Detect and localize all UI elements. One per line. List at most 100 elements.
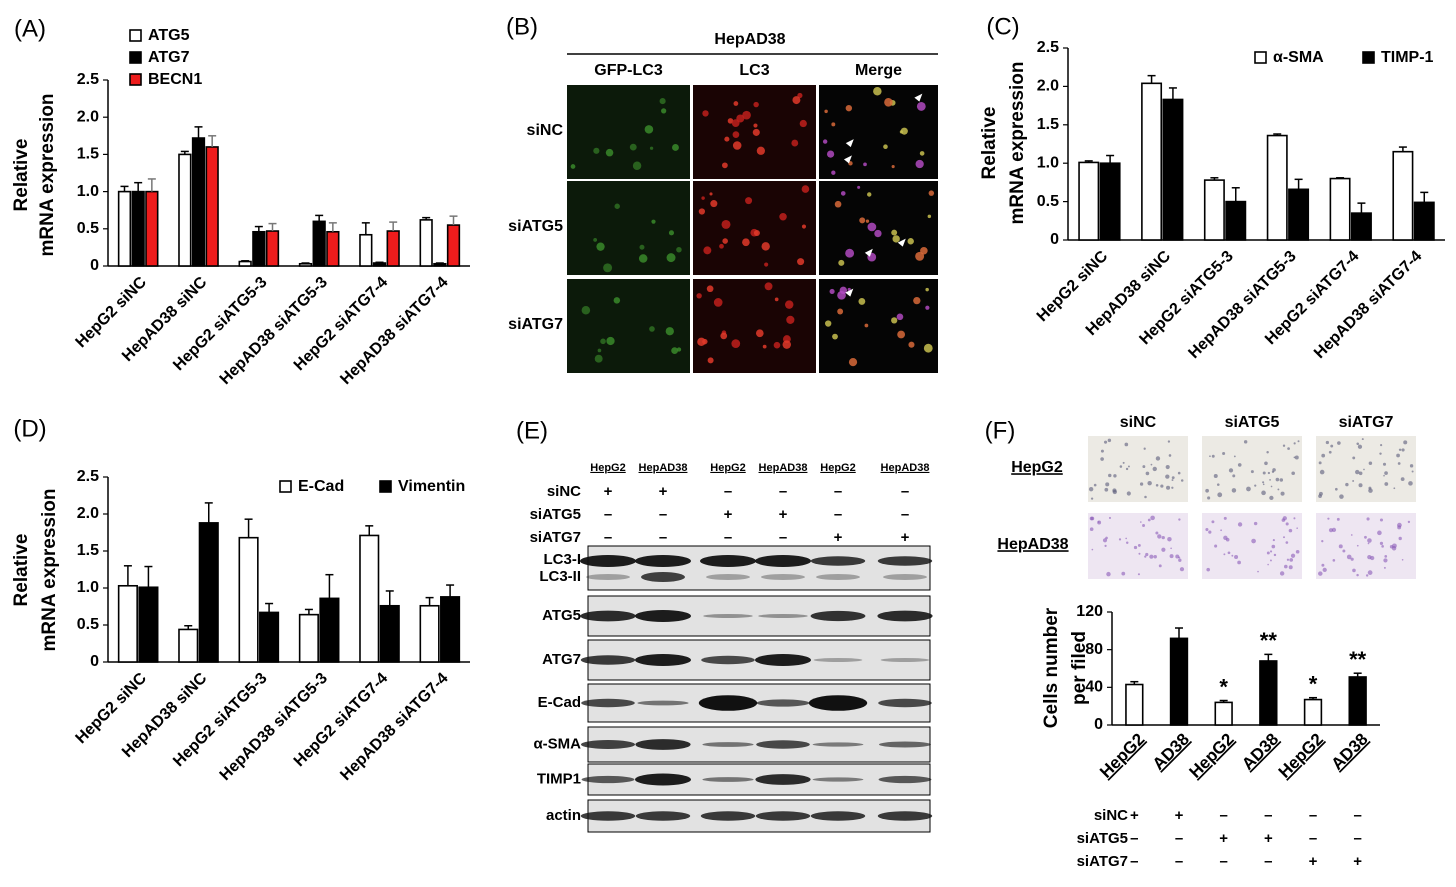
cell (1214, 544, 1218, 548)
bar (319, 597, 340, 663)
cell (727, 118, 734, 124)
cell (698, 208, 706, 215)
cell (839, 286, 847, 295)
cell (915, 251, 925, 261)
cell (1231, 554, 1234, 557)
cell (597, 348, 602, 353)
cell (1125, 537, 1128, 540)
cell (1089, 527, 1094, 531)
bar (178, 153, 192, 267)
arrowhead (864, 248, 873, 257)
cell (761, 242, 770, 251)
cell (1383, 566, 1386, 569)
cell (1139, 521, 1142, 523)
treatment-mark: – (1309, 807, 1317, 824)
cell (696, 293, 702, 299)
cell (1155, 484, 1159, 487)
bar (446, 224, 461, 267)
y-tick-label: 1.0 (77, 579, 99, 596)
cell (925, 305, 930, 310)
blot-label: E-Cad (538, 694, 581, 711)
y-axis-label: Relative (979, 107, 1000, 180)
error-bar (301, 262, 310, 264)
treatment-mark: – (1175, 830, 1183, 847)
cell (1223, 553, 1226, 556)
error-bar (254, 225, 263, 232)
cell (786, 315, 795, 324)
row-label: siATG7 (508, 316, 563, 333)
cell (1222, 452, 1226, 456)
band (581, 698, 635, 708)
cell (896, 313, 904, 321)
cell (756, 146, 766, 155)
cell (764, 262, 769, 267)
significance: * (1219, 674, 1228, 699)
band (880, 658, 930, 662)
treatment-mark: + (1309, 853, 1318, 870)
cell (1178, 558, 1182, 562)
cell (1262, 471, 1266, 475)
cell (785, 300, 794, 309)
error-bar (422, 216, 431, 220)
bar (326, 230, 340, 267)
cell (916, 102, 926, 111)
error-bar (1219, 699, 1228, 703)
cell (1165, 464, 1170, 470)
error-bar (1130, 680, 1139, 685)
cell (753, 101, 759, 108)
cell (1228, 468, 1234, 473)
error-bar (123, 565, 132, 586)
micrograph (567, 85, 690, 179)
band (756, 740, 810, 749)
cell (629, 143, 637, 151)
cell (742, 238, 750, 247)
cell (732, 131, 740, 138)
cell (1213, 474, 1218, 479)
cell (915, 159, 924, 169)
cell (774, 297, 779, 302)
treatment-mark: – (1353, 807, 1361, 824)
y-tick-label: 1.5 (77, 542, 99, 559)
band (703, 614, 753, 618)
legend-swatch (1254, 51, 1267, 64)
treatment-mark: + (1264, 830, 1273, 847)
cell (1384, 482, 1389, 486)
cell (892, 235, 900, 243)
error-bar (1398, 146, 1407, 152)
cell (801, 224, 807, 229)
cell (1168, 454, 1172, 457)
cell (594, 354, 603, 363)
band (698, 695, 758, 711)
cell (649, 146, 654, 150)
legend-label: BECN1 (148, 71, 202, 88)
cell (1287, 447, 1290, 450)
legend-swatch (129, 51, 142, 64)
bar (145, 190, 159, 267)
cell (891, 229, 898, 236)
y-tick-label: 0 (1094, 716, 1103, 733)
cell (1363, 468, 1365, 471)
cell (1097, 521, 1100, 523)
cell (1293, 517, 1296, 520)
cell (1281, 518, 1286, 522)
band (813, 658, 863, 662)
cell (1209, 455, 1211, 458)
x-tick-label: HepAD38 siATG5-3 (217, 670, 331, 784)
cell (1102, 538, 1108, 543)
cell (703, 246, 712, 255)
cell (1279, 478, 1284, 482)
cell (1237, 522, 1243, 527)
cell (649, 326, 655, 332)
cell (1384, 555, 1388, 558)
cell (1171, 476, 1175, 480)
cell (1383, 474, 1385, 477)
cell (1208, 530, 1212, 534)
cell (864, 323, 869, 328)
arrowhead (843, 155, 852, 164)
cell (1321, 453, 1326, 458)
error-bar (120, 185, 129, 192)
cell (1104, 544, 1107, 547)
treatment-mark: – (1130, 853, 1138, 870)
cell (1377, 530, 1382, 536)
y-axis-label: mRNA expression (1007, 62, 1028, 225)
